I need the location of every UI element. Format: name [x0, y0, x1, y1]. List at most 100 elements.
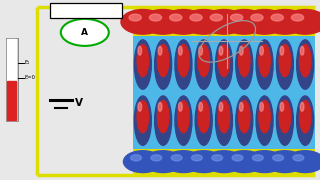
- Circle shape: [283, 10, 320, 34]
- Ellipse shape: [158, 102, 162, 111]
- Ellipse shape: [198, 44, 209, 77]
- Ellipse shape: [137, 44, 148, 77]
- Circle shape: [251, 14, 263, 21]
- Circle shape: [149, 14, 162, 21]
- Ellipse shape: [276, 40, 293, 89]
- Ellipse shape: [155, 96, 172, 145]
- Ellipse shape: [259, 101, 270, 133]
- Ellipse shape: [239, 101, 250, 133]
- Ellipse shape: [157, 44, 169, 77]
- Circle shape: [124, 151, 162, 172]
- Bar: [133, 7, 315, 37]
- Ellipse shape: [175, 40, 192, 89]
- Circle shape: [170, 14, 182, 21]
- Circle shape: [182, 10, 226, 34]
- Ellipse shape: [158, 46, 162, 55]
- Ellipse shape: [239, 44, 250, 77]
- Ellipse shape: [256, 40, 273, 89]
- Circle shape: [191, 155, 202, 161]
- Ellipse shape: [138, 46, 142, 55]
- Bar: [7, 81, 16, 120]
- Circle shape: [271, 14, 283, 21]
- Text: E=0: E=0: [24, 75, 35, 80]
- Circle shape: [293, 155, 304, 161]
- Circle shape: [210, 14, 222, 21]
- Ellipse shape: [138, 102, 142, 111]
- Ellipse shape: [276, 96, 293, 145]
- Circle shape: [222, 10, 266, 34]
- Text: V: V: [76, 98, 83, 108]
- Ellipse shape: [300, 102, 304, 111]
- Ellipse shape: [215, 96, 233, 145]
- Ellipse shape: [279, 101, 291, 133]
- Circle shape: [141, 10, 185, 34]
- Ellipse shape: [280, 102, 284, 111]
- Circle shape: [129, 14, 141, 21]
- Ellipse shape: [256, 96, 273, 145]
- Circle shape: [232, 155, 243, 161]
- Ellipse shape: [178, 44, 189, 77]
- Ellipse shape: [300, 46, 304, 55]
- Ellipse shape: [300, 101, 311, 133]
- Circle shape: [61, 19, 109, 46]
- Ellipse shape: [155, 40, 172, 89]
- Ellipse shape: [195, 40, 212, 89]
- Ellipse shape: [195, 96, 212, 145]
- Ellipse shape: [297, 96, 314, 145]
- Circle shape: [273, 155, 284, 161]
- Circle shape: [171, 155, 182, 161]
- Ellipse shape: [218, 44, 230, 77]
- Ellipse shape: [157, 101, 169, 133]
- Circle shape: [184, 151, 223, 172]
- Ellipse shape: [178, 101, 189, 133]
- Circle shape: [121, 10, 165, 34]
- Circle shape: [243, 10, 286, 34]
- Circle shape: [202, 10, 246, 34]
- Ellipse shape: [179, 46, 182, 55]
- Ellipse shape: [134, 40, 151, 89]
- Ellipse shape: [134, 96, 151, 145]
- Ellipse shape: [219, 102, 223, 111]
- Text: E₁: E₁: [24, 60, 29, 65]
- Circle shape: [292, 14, 304, 21]
- Ellipse shape: [260, 46, 263, 55]
- Ellipse shape: [239, 46, 243, 55]
- Circle shape: [204, 151, 244, 172]
- Ellipse shape: [179, 102, 182, 111]
- Ellipse shape: [236, 96, 253, 145]
- Ellipse shape: [215, 40, 233, 89]
- Ellipse shape: [259, 44, 270, 77]
- Text: A: A: [81, 28, 88, 37]
- Circle shape: [252, 155, 263, 161]
- Circle shape: [144, 151, 182, 172]
- Ellipse shape: [137, 101, 148, 133]
- Ellipse shape: [280, 46, 284, 55]
- Ellipse shape: [300, 44, 311, 77]
- Ellipse shape: [260, 102, 263, 111]
- Circle shape: [151, 155, 162, 161]
- Ellipse shape: [219, 46, 223, 55]
- Ellipse shape: [239, 102, 243, 111]
- Circle shape: [286, 151, 320, 172]
- Circle shape: [131, 155, 141, 161]
- Ellipse shape: [236, 40, 253, 89]
- Circle shape: [212, 155, 223, 161]
- Bar: [50, 3, 122, 18]
- Ellipse shape: [279, 44, 291, 77]
- Bar: [133, 149, 315, 175]
- Circle shape: [164, 151, 203, 172]
- Bar: [7, 39, 16, 120]
- Ellipse shape: [199, 46, 203, 55]
- Circle shape: [230, 14, 243, 21]
- Ellipse shape: [175, 96, 192, 145]
- Circle shape: [162, 10, 205, 34]
- Ellipse shape: [198, 101, 209, 133]
- Bar: [6, 38, 18, 121]
- Ellipse shape: [199, 102, 203, 111]
- Ellipse shape: [218, 101, 230, 133]
- Bar: [133, 37, 315, 149]
- Ellipse shape: [297, 40, 314, 89]
- Circle shape: [225, 151, 264, 172]
- Circle shape: [266, 151, 304, 172]
- Circle shape: [190, 14, 202, 21]
